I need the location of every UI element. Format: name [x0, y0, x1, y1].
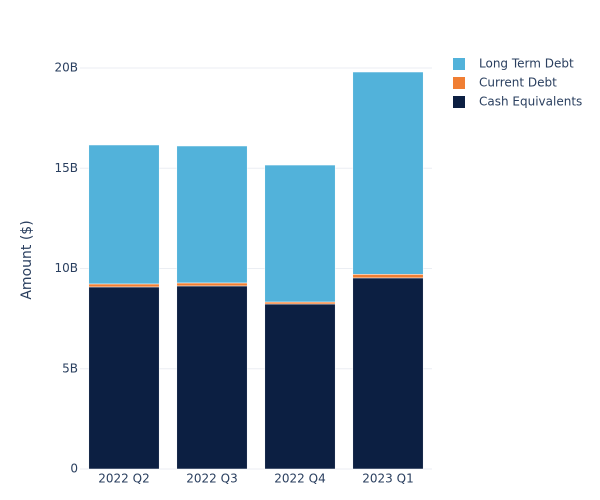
legend-label: Long Term Debt [479, 57, 574, 71]
bar-segment [352, 274, 424, 279]
x-tick-label: 2022 Q2 [98, 472, 149, 486]
legend-swatch [453, 96, 465, 108]
bar-segment [352, 277, 424, 470]
bar-segment [352, 71, 424, 275]
legend-swatch [453, 77, 465, 89]
y-tick-label: 0 [70, 462, 78, 476]
legend-label: Cash Equivalents [479, 95, 582, 109]
legend-label: Current Debt [479, 76, 557, 90]
y-tick-label: 10B [54, 261, 78, 275]
y-tick-label: 5B [62, 361, 78, 375]
bar-segment [88, 283, 160, 288]
x-tick-label: 2022 Q3 [186, 472, 237, 486]
x-tick-label: 2022 Q4 [274, 472, 325, 486]
bar-segment [176, 145, 248, 284]
bar-segment [264, 164, 336, 303]
x-tick-label: 2023 Q1 [362, 472, 413, 486]
bar-segment [176, 282, 248, 287]
y-axis-title: Amount ($) [19, 220, 35, 299]
bar-segment [264, 303, 336, 470]
y-tick-label: 20B [54, 61, 78, 75]
bar-segment [176, 285, 248, 470]
bar-segment [88, 144, 160, 285]
bar-segment [264, 301, 336, 305]
bar-segment [88, 286, 160, 470]
legend-swatch [453, 58, 465, 70]
y-tick-label: 15B [54, 161, 78, 175]
